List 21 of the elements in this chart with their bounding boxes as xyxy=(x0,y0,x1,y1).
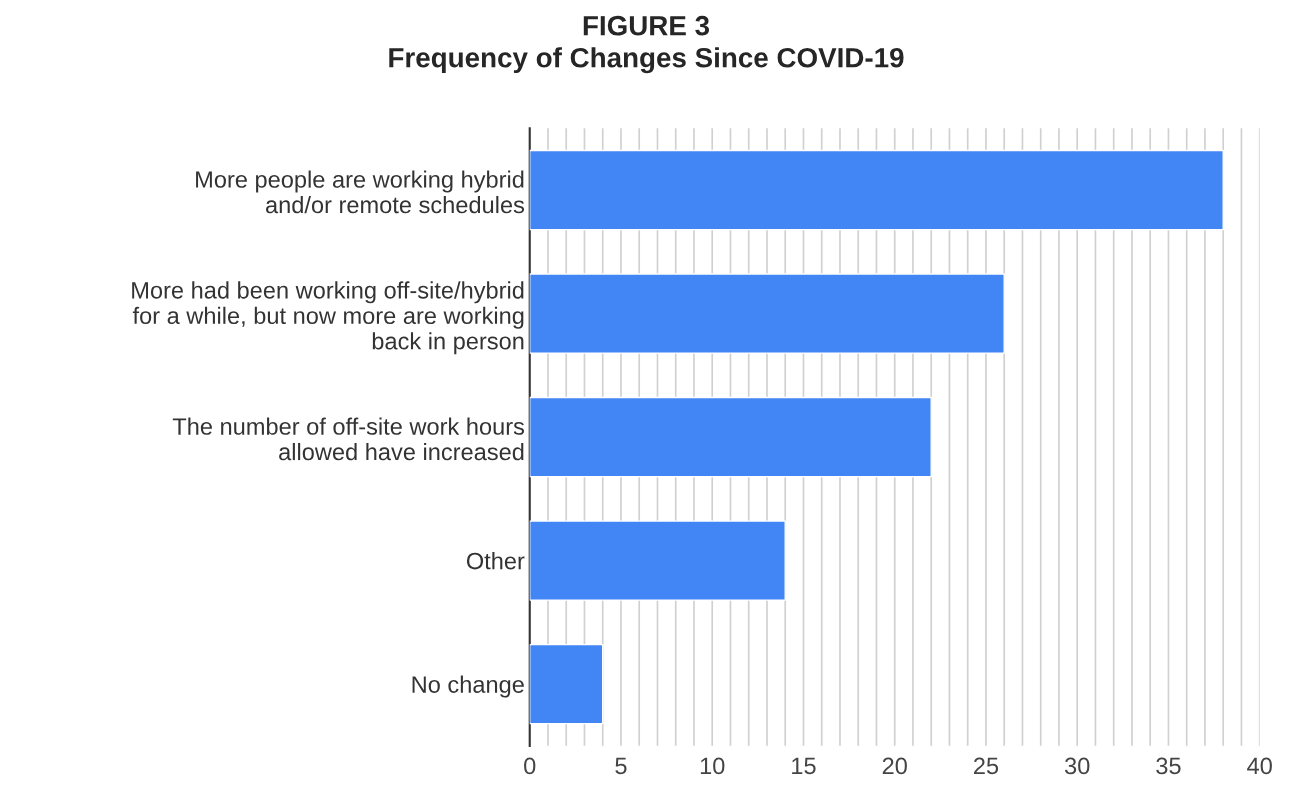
chart-subtitle: Frequency of Changes Since COVID-19 xyxy=(389,47,904,74)
x-tick-label: 0 xyxy=(524,757,536,775)
x-tick-label: 20 xyxy=(882,757,907,775)
x-tick-label: 25 xyxy=(974,757,999,775)
bar xyxy=(529,396,932,478)
bar xyxy=(529,149,1224,231)
x-tick-label: 10 xyxy=(700,757,725,775)
x-tick-label: 5 xyxy=(615,757,627,775)
x-tick-label: 35 xyxy=(1156,757,1181,775)
y-tick-label: More people are working hybrid and/or remote schedules xyxy=(196,170,525,214)
x-tick-label: 40 xyxy=(1247,757,1272,775)
bar xyxy=(529,520,786,601)
y-tick-label: Other xyxy=(466,552,525,570)
bar xyxy=(529,273,1005,354)
chart-title: FIGURE 3 xyxy=(583,15,710,36)
y-tick-label: The number of off-site work hours allowed have increased xyxy=(172,417,525,461)
bar xyxy=(529,643,604,725)
y-tick-label: No change xyxy=(412,675,524,698)
y-tick-label: More had been working off-site/hybrid for a while, but now more are working back in person xyxy=(132,281,524,355)
x-tick-label: 30 xyxy=(1064,757,1090,775)
x-tick-label: 15 xyxy=(792,757,816,775)
